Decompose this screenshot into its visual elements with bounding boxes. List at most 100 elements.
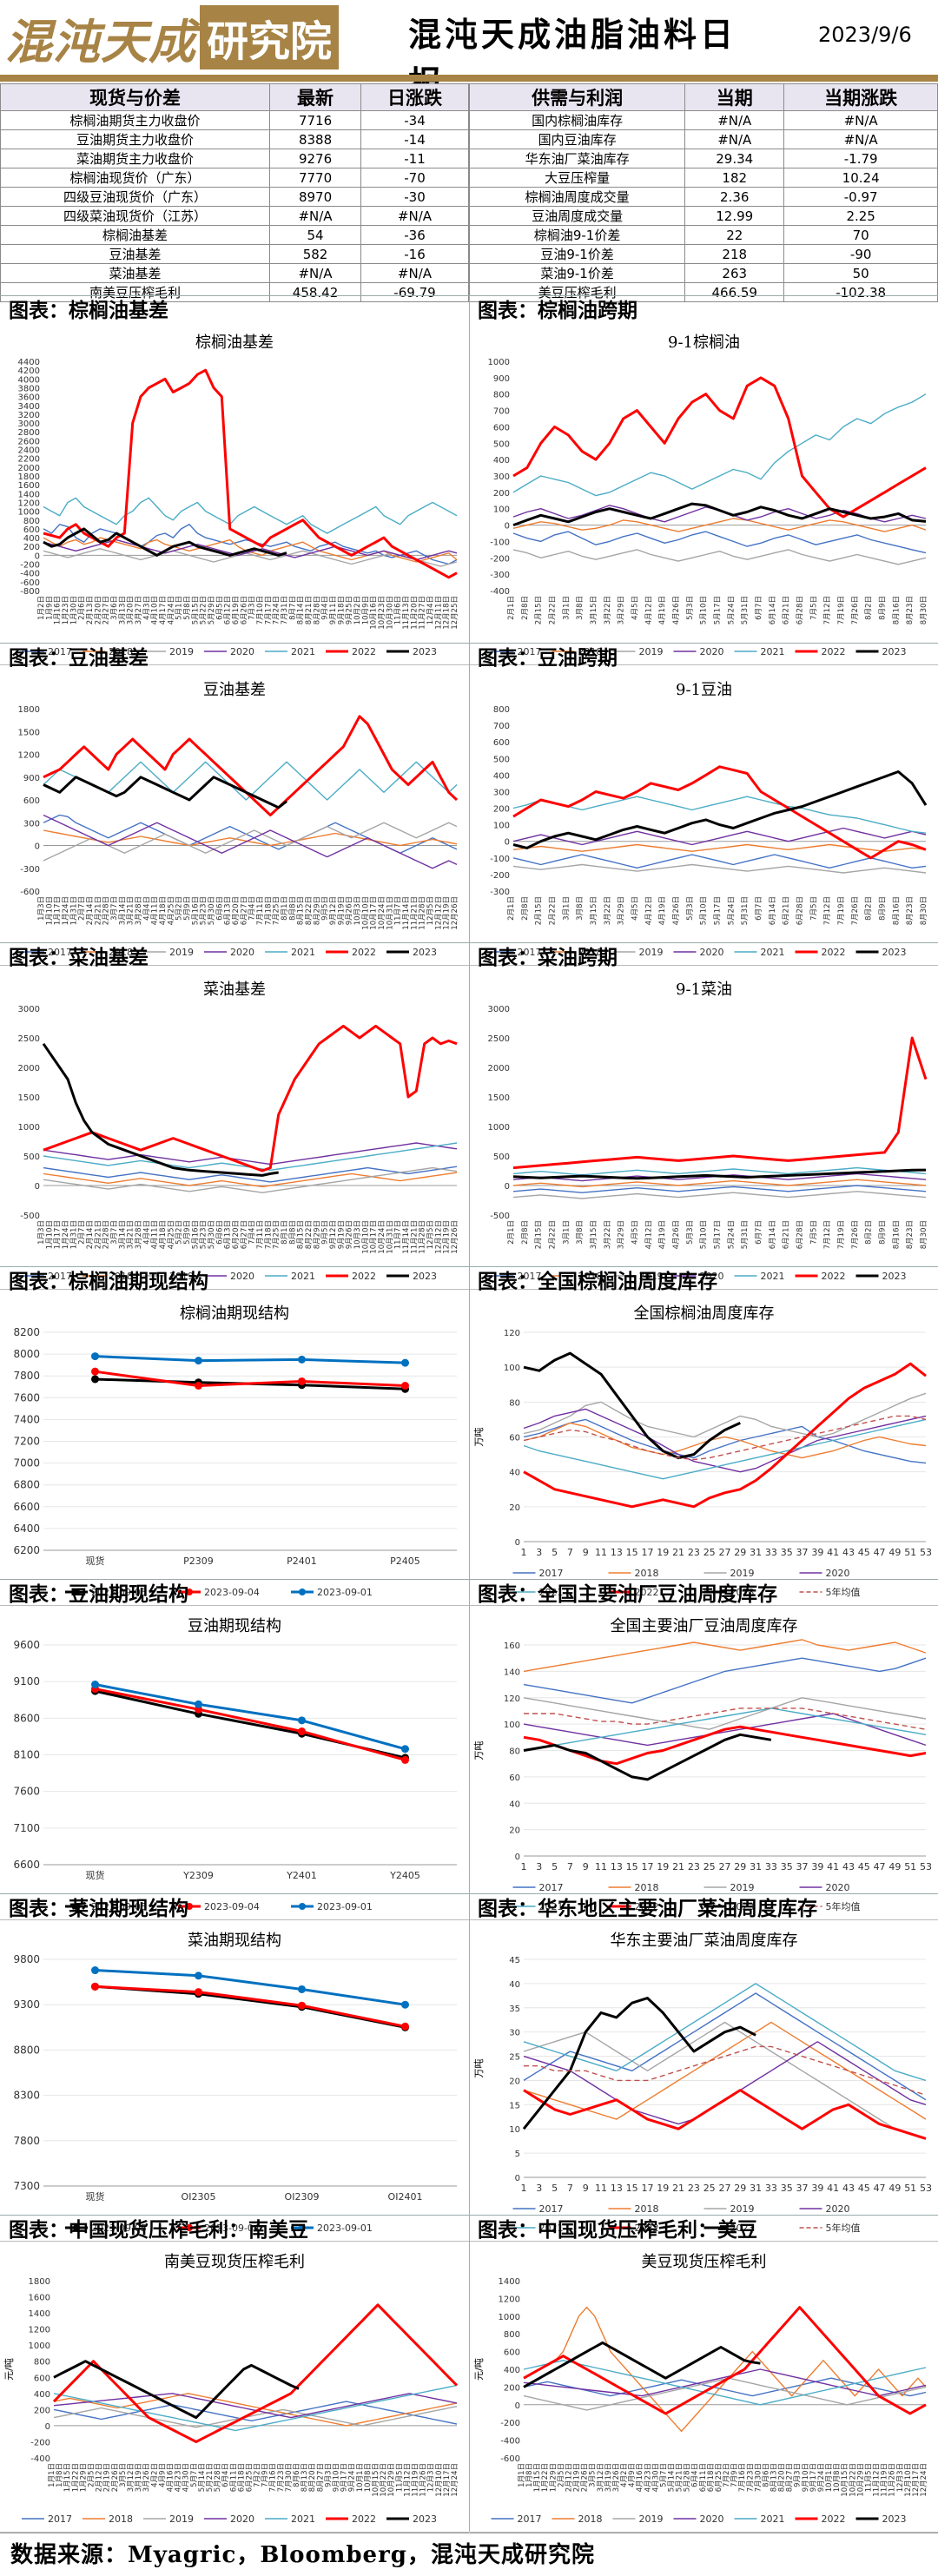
x-tick-label: 8月27日	[786, 2463, 795, 2492]
series-line-2020	[523, 1408, 927, 1473]
x-tick-label: 8月29日	[313, 896, 321, 925]
y-tick-label: 0	[505, 522, 510, 532]
x-tick-label: 4月16日	[636, 2463, 644, 2492]
legend-item: 2021	[512, 1587, 564, 1598]
svg-text:2021: 2021	[761, 947, 785, 958]
x-tick-label: 1月15日	[63, 2463, 72, 2492]
x-tick-label: 5月30日	[208, 896, 216, 925]
x-tick-label: 11月26日	[419, 2463, 428, 2497]
x-tick-label: 10月31日	[386, 896, 394, 930]
data-point	[298, 2001, 306, 2010]
x-tick-label: 1月22日	[541, 2463, 550, 2492]
x-tick-label: 7月2日	[723, 2463, 731, 2487]
x-tick-label: 3月28日	[135, 1220, 143, 1249]
x-tick-label: 2月1日	[507, 896, 516, 921]
x-tick-label: 4月4日	[142, 896, 151, 921]
x-tick-label: 8月22日	[305, 1220, 314, 1249]
svg-text:2019: 2019	[169, 947, 194, 958]
x-tick-label: 39	[811, 2183, 823, 2194]
x-tick-label: 1月9日	[45, 596, 54, 620]
y-axis-label: 万吨	[473, 1428, 485, 1447]
x-tick-label: 4月25日	[167, 1220, 175, 1249]
cell-value: 54	[269, 225, 361, 245]
x-tick-label: 39	[811, 1547, 823, 1558]
chart-section-title: 图表：中国现货压榨毛利：南美豆	[0, 2215, 469, 2246]
x-tick-label: 3月27日	[135, 596, 143, 624]
x-tick-label: 3月14日	[118, 896, 127, 925]
chart-section-title: 图表：棕榈油期现结构	[0, 1266, 469, 1298]
x-tick-label: 5月21日	[676, 2463, 684, 2492]
x-tick-label: 1	[521, 1861, 527, 1873]
chart-title: 9-1棕榈油	[668, 334, 740, 352]
row-label: 豆油基差	[0, 244, 271, 264]
x-tick-label: 12月17日	[443, 2463, 452, 2497]
svg-text:2022: 2022	[822, 1271, 846, 1282]
data-point	[298, 1355, 306, 1364]
row-label: 棕榈油期货主力收盘价	[0, 110, 271, 130]
y-tick-label: -400	[20, 570, 40, 579]
logo-text: 混沌天成	[5, 13, 196, 69]
series-line-5年均值	[524, 2045, 927, 2096]
chart-section-title: 图表：豆油基差	[0, 643, 469, 674]
cell-value: 22	[684, 225, 785, 245]
x-tick-label: 33	[765, 1547, 777, 1558]
chart-palm-spread: 9-1棕榈油 -400 -300 -200 -100 0 100 200 300 400 500 60…	[488, 334, 928, 657]
x-tick-label: 11月7日	[394, 896, 403, 925]
spot-header-0: 现货与价差	[0, 83, 271, 111]
legend-item: 2018	[608, 1882, 659, 1893]
x-tick-label: 11	[595, 2183, 607, 2194]
x-tick-label: 8月9日	[879, 596, 888, 620]
x-tick-label: 10月3日	[353, 896, 362, 925]
table-row: 豆油周度成交量 12.99 2.25	[468, 206, 938, 226]
x-tick-label: 5月31日	[741, 596, 750, 624]
y-tick-label: 20	[509, 2077, 520, 2086]
x-tick-label: 11	[595, 1861, 607, 1873]
x-tick-label: 3月7日	[110, 896, 119, 921]
legend-item: 2017	[512, 1882, 564, 1893]
x-tick-label: 11月5日	[864, 2463, 873, 2492]
x-tick-label: 5月29日	[208, 596, 216, 624]
y-tick-label: 600	[34, 2374, 50, 2383]
x-tick-label: 4月5日	[631, 1220, 640, 1245]
series-line-2019	[512, 549, 927, 565]
y-tick-label: 6600	[13, 1859, 40, 1871]
series-line-2018	[523, 2306, 927, 2433]
series-line-2023-09-05	[95, 1985, 406, 2029]
y-tick-label: 400	[493, 456, 510, 466]
x-tick-label: 7月2日	[254, 2463, 262, 2487]
x-tick-label: 37	[796, 2183, 809, 2194]
y-tick-label: 1000	[29, 2342, 50, 2351]
x-tick-label: 5月3日	[686, 896, 695, 921]
chart-panel-palm-basis: 棕榈油基差 -800 -600 -400 -200 0 200 400 600 800 1000 12…	[0, 327, 469, 665]
x-tick-label: 9月12日	[329, 1220, 338, 1249]
cell-value: -14	[360, 129, 470, 149]
y-tick-label: 200	[504, 2383, 520, 2393]
y-tick-label: 0	[35, 552, 40, 561]
x-tick-label: 2月1日	[507, 596, 516, 620]
chart-panel-sa-crush: 南美豆现货压榨毛利 元/吨 -400 -200 0 200 400 600 800 1000 120…	[0, 2246, 469, 2533]
y-tick-label: 500	[493, 1153, 510, 1162]
y-tick-label: 7800	[13, 1370, 40, 1382]
cell-value: 9276	[269, 149, 361, 168]
x-tick-label: 10月1日	[356, 2463, 365, 2492]
svg-text:2018: 2018	[635, 2203, 659, 2215]
y-tick-label: 1500	[18, 728, 40, 737]
svg-text:2017: 2017	[518, 646, 542, 657]
legend-item: 2019	[143, 1271, 194, 1282]
y-tick-label: 1800	[18, 472, 40, 482]
supply-header-1: 当期	[684, 83, 785, 111]
table-row: 大豆压榨量 182 10.24	[468, 168, 938, 188]
y-tick-label: 200	[34, 2406, 50, 2415]
data-point	[298, 1716, 306, 1725]
x-tick-label: 5月31日	[741, 896, 750, 925]
legend-item: 2017	[22, 1271, 72, 1282]
x-tick-label: 2月19日	[573, 2463, 582, 2492]
y-tick-label: 2400	[18, 446, 40, 456]
x-tick-label: 4月24日	[167, 596, 175, 624]
svg-text:2018: 2018	[578, 2513, 603, 2525]
x-tick-label: 7月30日	[285, 2463, 294, 2492]
svg-text:2021: 2021	[761, 2513, 785, 2525]
x-tick-label: 4月17日	[159, 596, 168, 624]
x-tick-label: 12月4日	[426, 596, 435, 624]
x-tick-label: 2月5日	[557, 2463, 565, 2487]
